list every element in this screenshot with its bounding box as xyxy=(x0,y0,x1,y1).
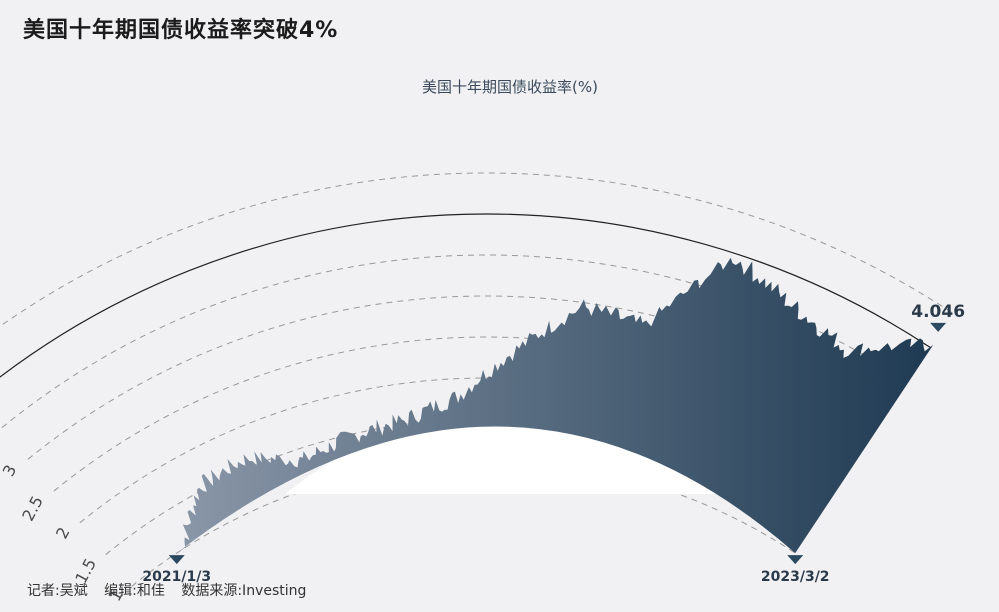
end-value-marker xyxy=(930,322,947,332)
series-label: 美国十年期国债收益率(%) xyxy=(422,78,598,96)
reporter-credit: 记者:吴斌 xyxy=(27,583,88,599)
chart-title: 美国十年期国债收益率突破4% xyxy=(23,18,339,43)
yield-area xyxy=(176,257,934,554)
x-end-label: 2023/3/2 xyxy=(761,569,830,585)
ytick-label: 2.5 xyxy=(18,493,47,524)
ytick-labels: 11.522.533.54.5 xyxy=(0,462,127,605)
x-start-marker xyxy=(168,555,185,565)
editor-credit: 编辑:和佳 xyxy=(104,583,165,599)
grid-arc-3.5 xyxy=(1,254,909,428)
x-start-label: 2021/1/3 xyxy=(142,569,211,585)
ytick-label: 2 xyxy=(52,524,74,542)
end-value-label: 4.046 xyxy=(911,302,965,322)
source-credit: 数据来源:Investing xyxy=(181,583,307,599)
x-end-marker xyxy=(787,555,804,565)
yield-area-series xyxy=(176,257,934,554)
grid-arc-4 xyxy=(0,213,932,378)
markers: 4 xyxy=(168,322,947,565)
credit-line: 记者:吴斌 编辑:和佳 数据来源:Investing xyxy=(27,580,318,600)
ytick-label: 3 xyxy=(0,462,20,480)
